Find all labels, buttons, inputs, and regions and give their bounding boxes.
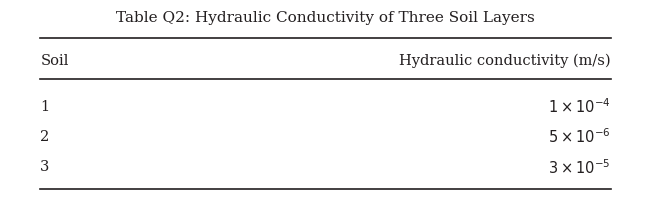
Text: 1: 1: [40, 100, 49, 114]
Text: $1 \times 10^{-4}$: $1 \times 10^{-4}$: [548, 97, 611, 116]
Text: Table Q2: Hydraulic Conductivity of Three Soil Layers: Table Q2: Hydraulic Conductivity of Thre…: [116, 11, 535, 25]
Text: 3: 3: [40, 160, 49, 174]
Text: Hydraulic conductivity (m/s): Hydraulic conductivity (m/s): [399, 54, 611, 68]
Text: $3 \times 10^{-5}$: $3 \times 10^{-5}$: [549, 158, 611, 177]
Text: Soil: Soil: [40, 54, 68, 68]
Text: 2: 2: [40, 130, 49, 144]
Text: $5 \times 10^{-6}$: $5 \times 10^{-6}$: [548, 128, 611, 146]
